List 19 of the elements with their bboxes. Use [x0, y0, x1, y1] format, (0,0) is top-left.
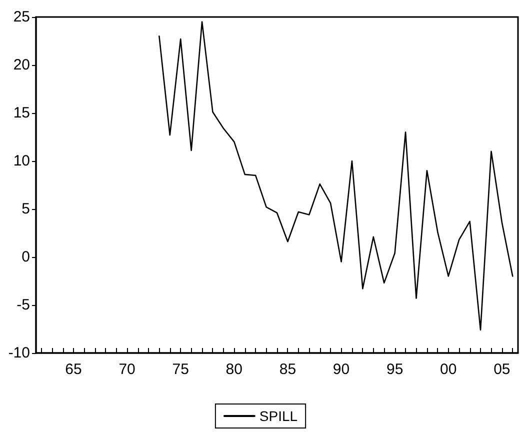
x-tick-label: 85	[279, 361, 296, 378]
x-tick-label: 65	[65, 361, 82, 378]
x-tick-label: 90	[332, 361, 350, 378]
x-tick-label: 05	[494, 361, 510, 378]
y-tick-label: 15	[13, 104, 30, 122]
y-tick-label: -10	[8, 344, 30, 362]
y-tick-label: 25	[13, 8, 30, 26]
x-tick-label: 95	[386, 361, 404, 378]
y-tick-label: -5	[16, 296, 30, 314]
x-tick-label: 70	[118, 361, 136, 378]
y-tick-label: 10	[13, 152, 30, 170]
y-tick-label: 5	[22, 200, 30, 218]
x-tick-label: 00	[440, 361, 457, 378]
y-tick-label: 0	[22, 248, 30, 266]
x-tick-label: 75	[172, 361, 189, 378]
legend-label: SPILL	[259, 408, 298, 424]
x-tick-label: 80	[226, 361, 242, 378]
line-series	[158, 21, 514, 331]
y-tick-label: 20	[13, 56, 30, 74]
